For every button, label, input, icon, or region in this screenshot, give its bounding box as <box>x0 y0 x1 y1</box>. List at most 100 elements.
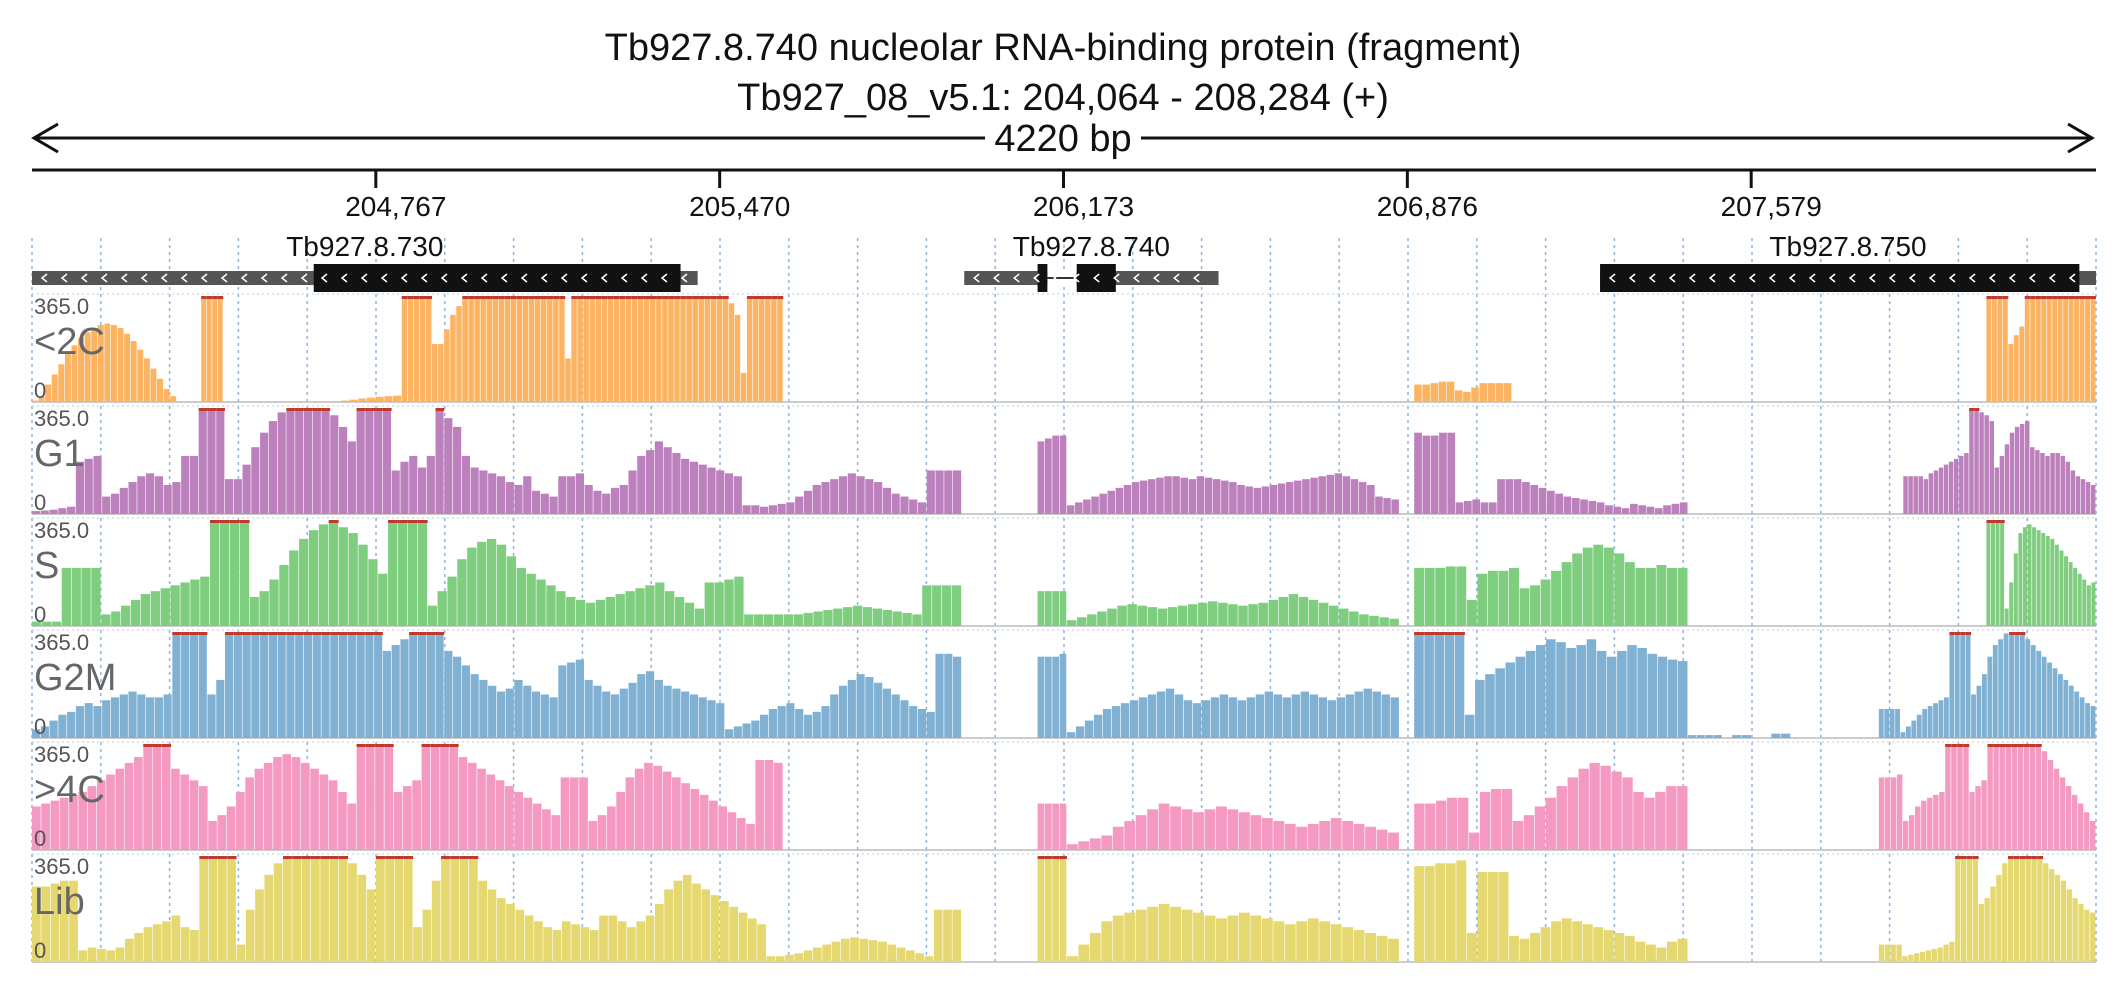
strand-chevron-icon <box>1948 273 1956 283</box>
coverage-bar <box>526 573 536 626</box>
coverage-bar <box>71 567 81 626</box>
coverage-bar <box>584 484 593 514</box>
coverage-bar <box>830 479 839 514</box>
coverage-bar <box>208 856 218 962</box>
clipped-marker <box>268 632 278 635</box>
strand-chevron-icon <box>140 273 148 283</box>
coverage-bar <box>2027 524 2032 626</box>
coverage-bar <box>160 588 170 626</box>
coverage-bar <box>1414 866 1425 962</box>
clipped-marker <box>440 744 450 747</box>
coverage-bar <box>1624 935 1635 962</box>
coverage-bar <box>1388 938 1399 962</box>
coverage-bar <box>577 296 583 402</box>
coverage-bar <box>190 579 200 626</box>
coverage-bar <box>941 585 952 626</box>
coverage-bar <box>2009 582 2014 626</box>
clipped-marker <box>2005 744 2012 747</box>
clipped-marker <box>312 408 322 411</box>
strand-chevron-icon <box>1848 273 1856 283</box>
strand-chevron-icon <box>1688 273 1696 283</box>
coverage-bar <box>1884 708 1890 738</box>
clipped-marker <box>589 296 596 299</box>
coverage-bar <box>760 506 769 514</box>
coverage-bar <box>1959 455 1964 514</box>
coverage-bar <box>1495 668 1505 738</box>
clipped-marker <box>613 296 620 299</box>
gene-cds <box>1600 264 2080 292</box>
coverage-bar <box>1948 461 1954 514</box>
coverage-bar <box>1044 591 1052 626</box>
coverage-bar <box>704 582 714 626</box>
gene-Tb927.8.730[interactable]: Tb927.8.730 <box>32 231 698 292</box>
coverage-bar <box>1578 768 1589 850</box>
coverage-bar <box>69 794 78 850</box>
coverage-bar <box>681 783 690 850</box>
coverage-bar <box>1383 498 1391 514</box>
coverage-bar <box>1089 932 1101 962</box>
coverage-bar <box>567 476 576 514</box>
coverage-bar <box>1066 505 1075 514</box>
coverage-bar <box>102 700 111 738</box>
coverage-bar <box>40 726 49 738</box>
clipped-marker <box>329 856 339 859</box>
coverage-bar <box>1078 944 1090 962</box>
coverage-bar <box>1177 605 1188 626</box>
clipped-marker <box>312 632 322 635</box>
coverage-bar <box>1487 871 1498 962</box>
strand-chevron-icon <box>200 273 208 283</box>
coverage-bar <box>41 803 50 850</box>
coverage-bar <box>1250 815 1262 850</box>
coverage-bar <box>1102 708 1112 738</box>
coverage-bar <box>282 754 292 850</box>
coverage-bar <box>339 426 348 514</box>
strand-chevron-icon <box>1033 273 1040 283</box>
coverage-bar <box>1732 735 1742 738</box>
coverage-bar <box>32 621 42 626</box>
y-min-label: 0 <box>34 714 46 739</box>
gene-Tb927.8.740[interactable]: Tb927.8.740 <box>964 231 1219 292</box>
coverage-bar <box>1994 467 2000 514</box>
coverage-bar <box>49 720 58 738</box>
coverage-bar <box>366 397 376 402</box>
coverage-bar <box>102 496 111 514</box>
coverage-bar <box>565 358 571 402</box>
coverage-bar <box>121 605 131 626</box>
coverage-bar <box>365 744 375 850</box>
coverage-bar <box>382 408 392 514</box>
coverage-bar <box>496 476 506 514</box>
coverage-bar <box>146 473 155 514</box>
coverage-bar <box>1375 496 1383 514</box>
coverage-bar <box>321 408 330 514</box>
coverage-bar <box>249 596 259 626</box>
coverage-bar <box>378 573 388 626</box>
strand-chevron-icon <box>1708 273 1716 283</box>
coverage-bar <box>1580 499 1588 514</box>
clipped-marker <box>347 632 357 635</box>
coverage-bar <box>1052 856 1059 962</box>
coverage-bar <box>426 632 435 738</box>
coverage-bar <box>1350 479 1359 514</box>
gene-Tb927.8.750[interactable]: Tb927.8.750 <box>1600 231 2096 292</box>
coverage-bar <box>210 520 220 626</box>
clipped-marker <box>1999 744 2006 747</box>
coverage-bar <box>1921 800 1927 850</box>
y-max-label: 365.0 <box>34 630 89 655</box>
coverage-bar <box>365 632 374 738</box>
coverage-bar <box>1089 838 1101 850</box>
strand-chevron-icon <box>220 273 228 283</box>
coverage-bar <box>402 786 412 850</box>
coverage-bar <box>368 559 378 626</box>
y-max-label: 365.0 <box>34 518 89 543</box>
coverage-bar <box>2053 768 2060 850</box>
coverage-bar <box>2052 296 2058 402</box>
coverage-bar <box>510 296 517 402</box>
coverage-bar <box>559 296 565 402</box>
coverage-bar <box>716 703 725 738</box>
coverage-bar <box>2055 453 2060 514</box>
coverage-bar <box>255 889 264 962</box>
strand-chevron-icon <box>2028 273 2036 283</box>
clipped-marker <box>474 296 481 299</box>
coverage-bar <box>104 323 111 402</box>
coverage-bar <box>224 479 234 514</box>
